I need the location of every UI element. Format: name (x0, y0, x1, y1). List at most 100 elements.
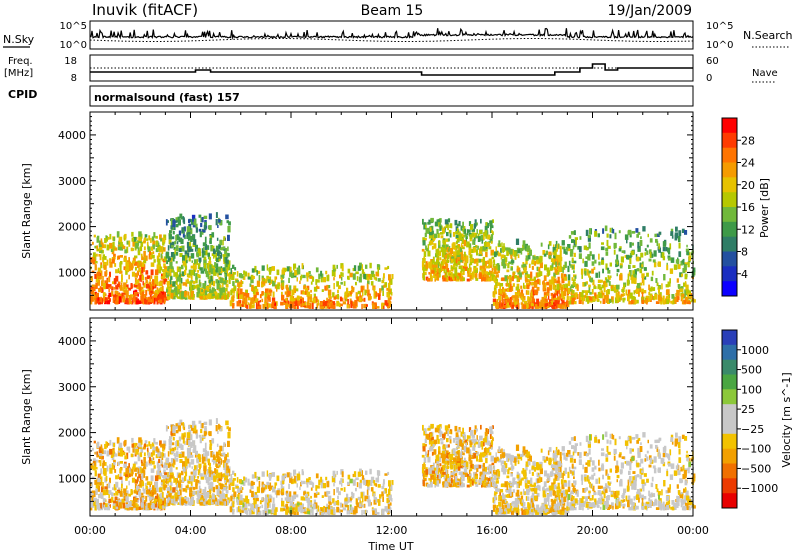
power-cell (478, 248, 482, 255)
power-cell (425, 245, 427, 251)
power-cell (121, 292, 125, 299)
velocity-cell (202, 435, 206, 439)
velocity-cell (254, 494, 259, 499)
power-cell (464, 228, 467, 234)
power-cell (145, 279, 148, 284)
velocity-cell (306, 478, 310, 483)
velocity-cell (178, 442, 181, 446)
power-cell (131, 301, 134, 305)
power-cell (437, 269, 440, 273)
power-cell (113, 294, 117, 298)
power-cell (288, 277, 290, 283)
power-cell (616, 254, 619, 260)
power-cell (499, 303, 502, 309)
power-cell (335, 294, 338, 300)
velocity-cell (190, 471, 194, 475)
power-cell (120, 244, 124, 251)
velocity-cell (268, 475, 272, 481)
power-cell (320, 277, 323, 283)
velocity-cell (139, 480, 143, 487)
power-cell (269, 292, 272, 297)
velocity-cell (175, 457, 179, 462)
power-cell (376, 264, 380, 270)
power-cell (186, 241, 190, 248)
power-cell (203, 256, 207, 260)
power-cell (182, 255, 186, 261)
power-cell (445, 270, 448, 276)
power-cell (538, 258, 542, 264)
power-cell (224, 257, 227, 264)
power-cell (635, 299, 639, 304)
velocity-cell (433, 449, 437, 455)
power-cell (192, 263, 195, 269)
power-cell (469, 234, 473, 239)
power-cell (114, 290, 118, 294)
velocity-cell (237, 494, 240, 501)
power-cell (162, 241, 165, 246)
velocity-cell (173, 430, 176, 437)
power-cell (289, 266, 292, 273)
velocity-cell (98, 482, 102, 486)
power-cell (609, 234, 612, 239)
power-cell (356, 293, 358, 300)
power-cell (534, 289, 538, 294)
power-cell (654, 293, 658, 300)
power-cell (640, 236, 642, 240)
velocity-cell (239, 506, 241, 510)
power-cell (457, 260, 461, 265)
power-cell (192, 266, 197, 272)
power-cell (561, 240, 565, 246)
power-cell (247, 276, 252, 280)
power-cell (452, 275, 455, 281)
power-cell (634, 269, 637, 276)
power-cell (557, 259, 561, 265)
power-cell (422, 218, 424, 225)
power-cell (427, 244, 430, 250)
power-cell (438, 250, 441, 257)
velocity-cell (145, 489, 150, 495)
power-cell (516, 304, 518, 309)
power-cell (463, 251, 466, 255)
velocity-cell (370, 487, 374, 492)
power-cell (551, 278, 555, 284)
power-cell (621, 288, 625, 293)
velocity-cell (215, 418, 218, 424)
power-cell (151, 254, 155, 259)
power-cell (161, 258, 164, 262)
power-cell (530, 303, 534, 307)
velocity-cell (344, 501, 348, 505)
power-cell (219, 293, 222, 299)
velocity-cell (454, 425, 458, 432)
velocity-cell (365, 510, 368, 513)
velocity-cell (154, 475, 159, 481)
power-cell (144, 234, 148, 238)
power-cell (227, 253, 230, 257)
velocity-cell (118, 448, 122, 453)
power-cell (206, 245, 210, 250)
power-cell (616, 268, 620, 273)
power-cell (194, 246, 197, 252)
velocity-cell (310, 487, 313, 491)
power-cell (347, 275, 350, 279)
power-cell (615, 263, 618, 268)
velocity-cell (294, 505, 298, 512)
velocity-cell (143, 501, 146, 507)
velocity-cell (114, 504, 118, 508)
velocity-cell (370, 476, 375, 483)
power-cell (147, 246, 151, 253)
velocity-cell (168, 463, 172, 467)
noise-sky-line (89, 27, 694, 40)
power-cell (432, 238, 435, 241)
power-cell (181, 245, 185, 252)
velocity-cell (223, 462, 226, 468)
velocity-cell (227, 459, 230, 463)
power-cell (491, 256, 495, 260)
velocity-cell (114, 469, 117, 473)
power-cell (492, 298, 496, 302)
power-cell (107, 295, 110, 300)
power-cell (454, 267, 458, 272)
velocity-cell (187, 452, 191, 459)
power-cell (377, 278, 381, 282)
power-cell (213, 255, 215, 259)
power-cell (522, 244, 525, 250)
